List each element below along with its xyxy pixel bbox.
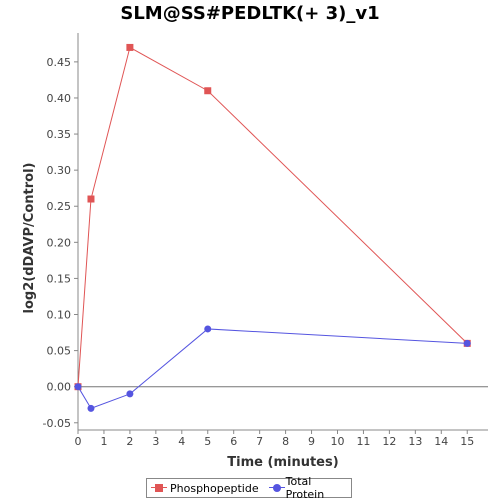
x-tick-label: 5	[204, 435, 211, 448]
data-point-phosphopeptide	[87, 195, 95, 203]
y-tick-label: 0.00	[47, 381, 72, 394]
data-point-total-protein	[74, 383, 82, 391]
x-tick-label: 0	[75, 435, 82, 448]
x-tick-label: 12	[382, 435, 396, 448]
x-tick-label: 7	[256, 435, 263, 448]
data-point-phosphopeptide	[204, 87, 212, 95]
data-point-total-protein	[126, 390, 134, 398]
y-tick-label: 0.30	[47, 164, 72, 177]
legend-swatch-square-icon	[151, 483, 167, 493]
x-tick-label: 11	[356, 435, 370, 448]
x-tick-label: 14	[434, 435, 448, 448]
series-line-phosphopeptide	[77, 46, 468, 387]
legend-item-phosphopeptide: Phosphopeptide	[151, 482, 259, 495]
axes: 0 1 2 3 4 5 6 7 8 9 10 11 12 13 14 15-0.050.000.050.100…	[43, 33, 488, 448]
x-tick-label: 10	[330, 435, 344, 448]
legend-swatch-circle-icon	[268, 483, 285, 493]
x-tick-label: 2	[126, 435, 133, 448]
y-tick-label: 0.05	[47, 345, 72, 358]
x-tick-label: 4	[178, 435, 185, 448]
x-axis-label: Time (minutes)	[227, 455, 338, 470]
data-point-phosphopeptide	[126, 43, 134, 51]
legend-item-total-protein: Total Protein	[268, 475, 345, 501]
y-tick-label: 0.20	[47, 236, 72, 249]
x-tick-label: 13	[408, 435, 422, 448]
y-tick-label: 0.15	[47, 272, 72, 285]
y-tick-label: -0.05	[43, 417, 71, 430]
series-line-total-protein	[77, 328, 468, 409]
data-point-total-protein	[87, 404, 95, 412]
y-tick-label: 0.35	[47, 128, 72, 141]
legend-label: Total Protein	[285, 475, 325, 501]
x-tick-label: 1	[100, 435, 107, 448]
data-point-total-protein	[463, 339, 471, 347]
y-tick-label: 0.40	[47, 92, 72, 105]
legend: Phosphopeptide Total Protein	[146, 475, 352, 501]
y-tick-label: 0.45	[47, 56, 72, 69]
chart-title: SLM@SS#PEDLTK(+ 3)_v1	[120, 3, 380, 24]
legend-label: Phosphopeptide	[170, 481, 259, 495]
y-tick-label: 0.25	[47, 200, 72, 213]
x-tick-label: 8	[282, 435, 289, 448]
x-tick-label: 3	[152, 435, 159, 448]
x-tick-label: 6	[230, 435, 237, 448]
y-axis-label: log2(dDAVP/Control)	[22, 163, 37, 314]
x-tick-label: 9	[308, 435, 315, 448]
data-point-total-protein	[204, 325, 212, 333]
y-tick-label: 0.10	[47, 309, 72, 322]
series-layer	[74, 43, 471, 412]
x-tick-label: 15	[460, 435, 474, 448]
